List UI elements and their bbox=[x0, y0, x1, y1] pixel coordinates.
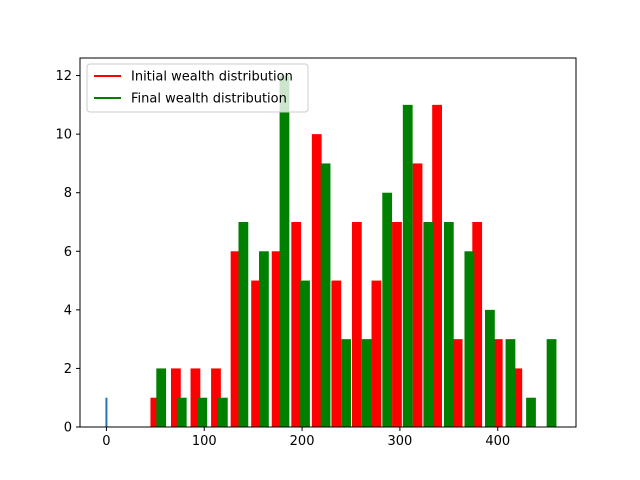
bar-series-0-12 bbox=[392, 222, 402, 427]
bar-series-1-17 bbox=[505, 339, 516, 427]
bars-layer bbox=[150, 75, 557, 428]
x-tick-label-3: 300 bbox=[387, 434, 412, 449]
bar-series-1-19 bbox=[546, 339, 557, 427]
bar-series-1-5 bbox=[259, 251, 269, 427]
bar-series-1-7 bbox=[300, 280, 310, 427]
bar-series-0-15 bbox=[452, 339, 463, 427]
bar-series-1-15 bbox=[464, 251, 475, 427]
y-tick-label-1: 2 bbox=[64, 362, 72, 377]
bar-series-1-12 bbox=[402, 104, 413, 427]
bar-series-0-16 bbox=[472, 222, 483, 427]
bar-series-0-6 bbox=[271, 251, 282, 427]
bar-series-1-0 bbox=[156, 368, 167, 427]
bar-series-0-8 bbox=[311, 134, 322, 427]
bar-series-1-16 bbox=[485, 309, 495, 427]
y-tick-label-4: 8 bbox=[64, 186, 72, 201]
x-tick-label-2: 200 bbox=[290, 434, 315, 449]
bar-series-1-13 bbox=[423, 222, 434, 427]
bar-series-0-0 bbox=[150, 397, 161, 427]
y-tick-label-6: 12 bbox=[55, 69, 72, 84]
x-tick-label-4: 400 bbox=[485, 434, 510, 449]
bar-series-0-2 bbox=[190, 368, 201, 427]
bar-series-0-11 bbox=[371, 280, 382, 427]
bar-series-1-8 bbox=[320, 163, 331, 427]
bar-series-1-18 bbox=[526, 397, 536, 427]
bar-series-1-14 bbox=[443, 222, 454, 427]
bar-series-1-9 bbox=[341, 339, 351, 427]
bar-series-1-10 bbox=[361, 339, 372, 427]
axes: 0 100 200 300 400 0 2 4 6 8 10 12 bbox=[55, 57, 577, 449]
bar-series-1-11 bbox=[382, 192, 393, 427]
x-tick-label-0: 0 bbox=[102, 434, 110, 449]
y-tick-label-0: 0 bbox=[64, 421, 72, 436]
legend-label-0: Initial wealth distribution bbox=[131, 70, 293, 85]
bar-series-0-18 bbox=[512, 368, 523, 427]
bar-series-0-5 bbox=[251, 280, 261, 427]
y-tick-label-5: 10 bbox=[55, 128, 72, 143]
bar-series-0-1 bbox=[170, 368, 181, 427]
bar-series-0-3 bbox=[211, 368, 221, 427]
x-tick-label-1: 100 bbox=[192, 434, 217, 449]
bar-series-1-1 bbox=[176, 397, 187, 427]
bar-series-0-13 bbox=[412, 163, 423, 427]
bar-series-0-9 bbox=[331, 280, 342, 427]
bar-series-1-6 bbox=[279, 75, 290, 428]
bar-series-0-17 bbox=[492, 339, 503, 427]
plot-frame bbox=[79, 57, 577, 428]
legend-box bbox=[86, 63, 309, 113]
legend: Initial wealth distribution Final wealth … bbox=[86, 63, 309, 113]
bar-series-0-14 bbox=[432, 104, 442, 427]
bar-series-1-2 bbox=[197, 397, 208, 427]
legend-label-1: Final wealth distribution bbox=[131, 92, 287, 107]
y-tick-label-3: 6 bbox=[64, 245, 72, 260]
bar-series-0-10 bbox=[351, 222, 362, 427]
bar-series-0-7 bbox=[291, 222, 302, 427]
bar-series-1-4 bbox=[238, 222, 249, 427]
bar-series-0-4 bbox=[230, 251, 241, 427]
bar-series-1-3 bbox=[217, 397, 228, 427]
y-tick-label-2: 4 bbox=[64, 303, 72, 318]
